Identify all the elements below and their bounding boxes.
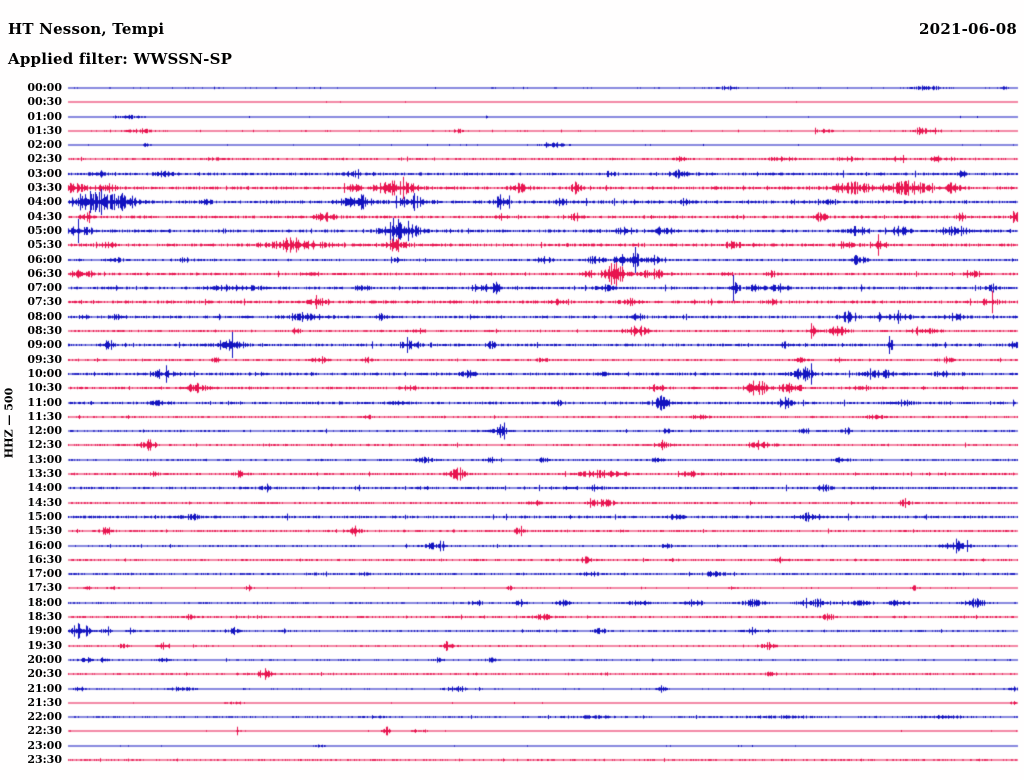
row-time-label: 08:00 — [27, 310, 62, 323]
row-time-label: 18:30 — [27, 610, 62, 623]
row-time-label: 08:30 — [27, 324, 62, 337]
row-time-label: 12:30 — [27, 438, 62, 451]
row-time-label: 14:00 — [27, 481, 62, 494]
row-time-label: 00:00 — [27, 81, 62, 94]
row-time-label: 11:00 — [27, 396, 62, 409]
row-time-label: 18:00 — [27, 596, 62, 609]
row-time-label: 04:00 — [27, 195, 62, 208]
row-time-label: 23:30 — [27, 753, 62, 766]
row-time-label: 05:30 — [27, 238, 62, 251]
row-time-label: 21:30 — [27, 696, 62, 709]
row-time-label: 21:00 — [27, 682, 62, 695]
row-time-label: 23:00 — [27, 739, 62, 752]
row-time-label: 19:00 — [27, 624, 62, 637]
row-time-label: 09:30 — [27, 353, 62, 366]
row-time-label: 07:30 — [27, 295, 62, 308]
row-time-label: 11:30 — [27, 410, 62, 423]
row-time-label: 22:00 — [27, 710, 62, 723]
row-time-label: 17:30 — [27, 581, 62, 594]
row-time-label: 03:00 — [27, 167, 62, 180]
row-time-label: 13:30 — [27, 467, 62, 480]
row-time-label: 15:30 — [27, 524, 62, 537]
row-time-label: 06:30 — [27, 267, 62, 280]
row-time-label: 17:00 — [27, 567, 62, 580]
row-time-label: 07:00 — [27, 281, 62, 294]
row-time-label: 16:00 — [27, 539, 62, 552]
row-time-label: 06:00 — [27, 253, 62, 266]
row-time-label: 13:00 — [27, 453, 62, 466]
row-time-label: 22:30 — [27, 724, 62, 737]
row-time-label: 12:00 — [27, 424, 62, 437]
row-time-label: 04:30 — [27, 210, 62, 223]
row-time-label: 01:30 — [27, 124, 62, 137]
row-time-label: 00:30 — [27, 95, 62, 108]
row-time-label: 02:00 — [27, 138, 62, 151]
row-time-label: 10:00 — [27, 367, 62, 380]
row-time-label: 09:00 — [27, 338, 62, 351]
row-time-label: 16:30 — [27, 553, 62, 566]
row-time-label: 20:00 — [27, 653, 62, 666]
row-time-label: 10:30 — [27, 381, 62, 394]
row-time-label: 15:00 — [27, 510, 62, 523]
row-time-label: 03:30 — [27, 181, 62, 194]
row-time-label: 05:00 — [27, 224, 62, 237]
row-time-label: 20:30 — [27, 667, 62, 680]
row-time-label: 02:30 — [27, 152, 62, 165]
row-time-label: 01:00 — [27, 110, 62, 123]
row-time-label: 14:30 — [27, 496, 62, 509]
row-time-label: 19:30 — [27, 639, 62, 652]
